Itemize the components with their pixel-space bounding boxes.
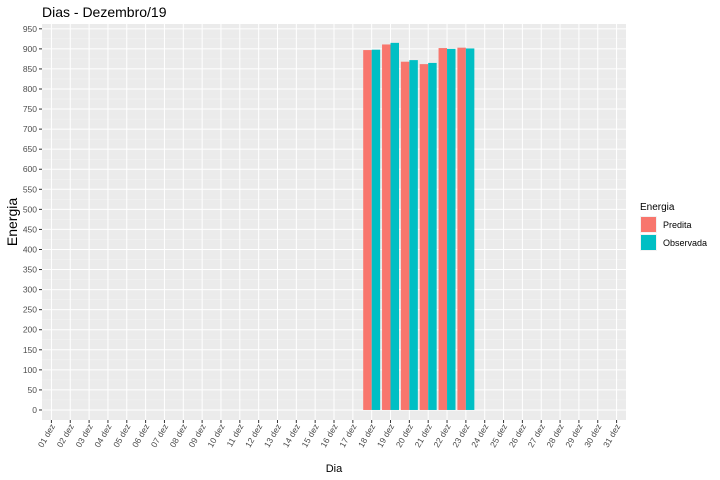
x-tick-label: 26 dez [507,422,528,449]
legend-label-observada: Observada [663,238,707,248]
legend-title: Energia [640,202,675,213]
bar-predita-21 [419,64,429,410]
chart-title: Dias - Dezembro/19 [42,4,167,20]
x-tick-label: 31 dez [601,422,622,449]
bar-observada-22 [447,48,456,410]
x-tick-label: 19 dez [375,422,396,449]
y-tick-label: 450 [23,224,37,234]
x-tick-label: 07 dez [149,422,170,449]
y-tick-label: 50 [28,385,38,395]
x-tick-label: 03 dez [73,422,94,449]
legend-label-predita: Predita [663,220,692,230]
y-axis: 0 50 100 150 200 250 300 350 400 450 500 550 600 650 7… [23,24,42,415]
x-tick-label: 23 dez [450,422,471,449]
y-tick-label: 350 [23,265,37,275]
y-axis-title: Energia [4,198,20,246]
y-tick-label: 250 [23,305,37,315]
bar-observada-21 [428,62,437,410]
x-tick-label: 22 dez [431,422,452,449]
x-tick-label: 01 dez [36,422,57,449]
x-tick-label: 17 dez [337,422,358,449]
y-tick-label: 900 [23,44,37,54]
x-tick-label: 15 dez [299,422,320,449]
bar-predita-22 [438,48,448,410]
bar-predita-20 [400,61,410,410]
y-tick-label: 650 [23,144,37,154]
y-tick-label: 750 [23,104,37,114]
x-tick-label: 13 dez [262,422,283,449]
legend: Energia Predita Observada [640,202,707,251]
bars [363,42,475,410]
bar-observada-23 [465,48,475,410]
x-tick-label: 12 dez [243,422,264,449]
legend-key-observada [641,235,656,250]
x-tick-label: 08 dez [168,422,189,449]
bar-predita-19 [382,44,391,410]
legend-key-predita [641,217,656,232]
bar-predita-18 [363,50,372,410]
x-tick-label: 05 dez [111,422,132,449]
y-tick-label: 700 [23,124,37,134]
y-tick-label: 800 [23,84,37,94]
x-axis-title: Dia [326,463,343,475]
y-tick-label: 300 [23,285,37,295]
x-tick-label: 04 dez [92,422,113,449]
x-tick-label: 30 dez [582,422,603,449]
y-tick-label: 950 [23,24,37,34]
x-tick-label: 10 dez [205,422,226,449]
y-tick-label: 500 [23,204,37,214]
bar-predita-23 [457,47,466,410]
x-tick-label: 27 dez [526,422,547,449]
y-tick-label: 200 [23,325,37,335]
y-tick-label: 100 [23,365,37,375]
bar-observada-18 [371,49,381,410]
x-tick-label: 24 dez [469,422,490,449]
y-tick-label: 600 [23,164,37,174]
x-tick-label: 16 dez [318,422,339,449]
x-tick-label: 29 dez [563,422,584,449]
x-tick-label: 21 dez [412,422,433,449]
x-tick-label: 02 dez [55,422,76,449]
y-tick-label: 850 [23,64,37,74]
x-tick-label: 28 dez [544,422,565,449]
bar-observada-19 [390,42,399,410]
y-tick-label: 0 [32,405,37,415]
x-tick-label: 14 dez [281,422,302,449]
x-tick-label: 18 dez [356,422,377,449]
y-tick-label: 550 [23,184,37,194]
bar-observada-20 [409,60,418,410]
y-tick-label: 150 [23,345,37,355]
x-tick-label: 06 dez [130,422,151,449]
x-tick-label: 20 dez [394,422,415,449]
y-tick-label: 400 [23,244,37,254]
x-tick-label: 25 dez [488,422,509,449]
x-tick-label: 09 dez [186,422,207,449]
